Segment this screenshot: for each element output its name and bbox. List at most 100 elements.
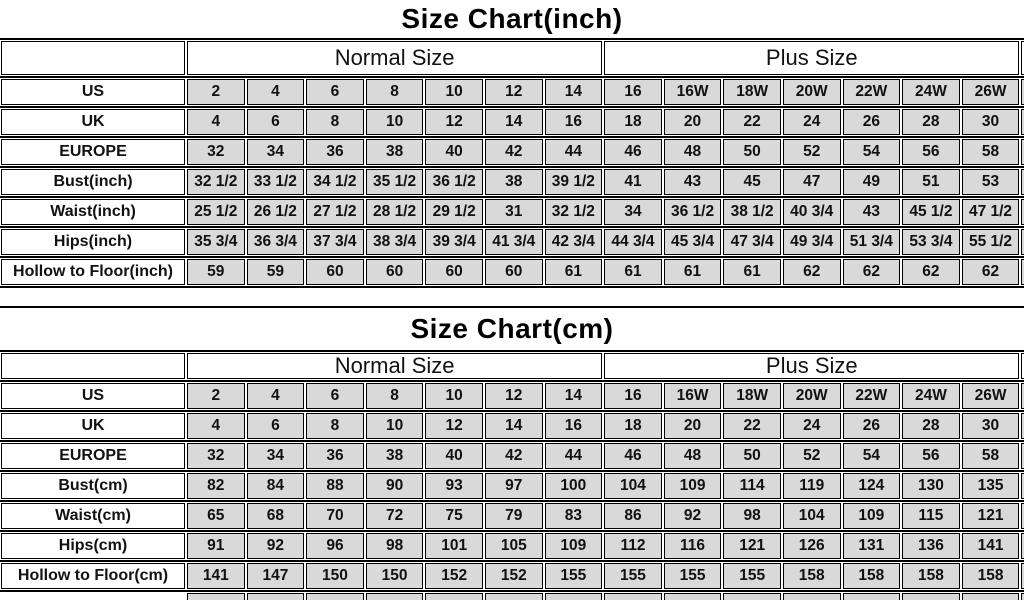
size-cell: 6 xyxy=(246,109,305,135)
size-cell: 22W xyxy=(842,383,901,409)
size-cell: 115 xyxy=(902,503,960,529)
size-cell: 18W xyxy=(723,79,781,105)
size-cell: 28 1/2 xyxy=(365,199,424,225)
table-row: UK 4 6 8 10 12 14 16 18 20 22 24 26 28 30 xyxy=(0,412,1024,442)
table-row: Hollow to Floor(cm) 141 147 150 150 152 152 155… xyxy=(0,562,1024,592)
size-cell: 131 xyxy=(842,533,901,559)
size-cell: 52 xyxy=(782,443,841,469)
size-cell: 38 xyxy=(365,443,424,469)
clipped-cell xyxy=(1021,383,1024,409)
size-cell: 20 xyxy=(663,413,722,439)
clipped-cell xyxy=(1021,563,1024,589)
size-cell: 6 xyxy=(246,413,305,439)
size-cell: 92 xyxy=(663,503,722,529)
size-cell: 49 3/4 xyxy=(782,229,841,255)
size-cell: 150 xyxy=(365,563,424,589)
size-cell: 8 xyxy=(306,413,364,439)
size-cell-empty xyxy=(961,593,1020,600)
size-cell: 42 xyxy=(484,139,543,165)
clipped-header-cell xyxy=(1021,41,1024,75)
size-cell: 14 xyxy=(544,79,603,105)
size-cell: 79 xyxy=(484,503,543,529)
table-row: EUROPE 32 34 36 38 40 42 44 46 48 50 52 54 56 58 xyxy=(0,442,1024,472)
size-cell: 10 xyxy=(365,413,424,439)
size-cell-empty xyxy=(723,593,781,600)
size-cell: 12 xyxy=(425,413,483,439)
size-cell: 97 xyxy=(484,473,543,499)
size-cell: 158 xyxy=(902,563,960,589)
size-cell: 2 xyxy=(187,383,245,409)
size-cell: 40 xyxy=(425,139,483,165)
group-header: Normal Size xyxy=(187,353,603,379)
size-cell: 36 3/4 xyxy=(246,229,305,255)
size-cell: 30 xyxy=(961,413,1020,439)
size-cell: 6 xyxy=(306,383,364,409)
corner-cell xyxy=(1,41,185,75)
corner-cell xyxy=(1,353,185,379)
size-cell-empty xyxy=(246,593,305,600)
size-cell: 130 xyxy=(902,473,960,499)
size-cell: 112 xyxy=(604,533,662,559)
size-cell: 121 xyxy=(961,503,1020,529)
size-cell: 114 xyxy=(723,473,781,499)
size-cell-empty xyxy=(187,593,245,600)
size-cell: 61 xyxy=(663,259,722,285)
table-row: US 2 4 6 8 10 12 14 16 16W 18W 20W 22W 24W 26W xyxy=(0,382,1024,412)
size-cell: 51 xyxy=(902,169,960,195)
size-cell-empty xyxy=(484,593,543,600)
row-header: Hips(inch) xyxy=(1,229,185,255)
size-cell: 22W xyxy=(842,79,901,105)
size-cell: 109 xyxy=(544,533,603,559)
size-cell: 24W xyxy=(902,79,960,105)
size-cell: 116 xyxy=(663,533,722,559)
clipped-cell xyxy=(1021,229,1024,255)
size-cell: 136 xyxy=(902,533,960,559)
size-cell: 36 1/2 xyxy=(425,169,483,195)
size-cell: 26W xyxy=(961,79,1020,105)
size-cell: 16 xyxy=(604,383,662,409)
size-cell: 29 1/2 xyxy=(425,199,483,225)
size-cell: 38 1/2 xyxy=(723,199,781,225)
table-row: EUROPE 32 34 36 38 40 42 44 46 48 50 52 54 56 58 xyxy=(0,138,1024,168)
table-row: Hips(inch) 35 3/4 36 3/4 37 3/4 38 3/4 39 3/4… xyxy=(0,228,1024,258)
size-cell: 109 xyxy=(842,503,901,529)
size-cell: 62 xyxy=(782,259,841,285)
size-cell: 47 1/2 xyxy=(961,199,1020,225)
size-cell: 25 1/2 xyxy=(187,199,245,225)
size-cell: 60 xyxy=(365,259,424,285)
size-cell: 32 1/2 xyxy=(544,199,603,225)
size-cell: 18 xyxy=(604,413,662,439)
size-cell: 12 xyxy=(484,383,543,409)
row-header: Hollow to Floor(inch) xyxy=(1,259,185,285)
table-row: Bust(inch) 32 1/2 33 1/2 34 1/2 35 1/2 36 1/2… xyxy=(0,168,1024,198)
table-row: Waist(inch) 25 1/2 26 1/2 27 1/2 28 1/2 29 1/… xyxy=(0,198,1024,228)
size-cell: 59 xyxy=(187,259,245,285)
size-cell: 8 xyxy=(365,79,424,105)
group-header-row: Normal Size Plus Size xyxy=(0,38,1024,78)
size-cell: 54 xyxy=(842,443,901,469)
size-cell: 34 xyxy=(246,443,305,469)
section-gap xyxy=(0,288,1024,306)
size-cell: 20 xyxy=(663,109,722,135)
size-cell: 44 xyxy=(544,139,603,165)
size-cell: 26W xyxy=(961,383,1020,409)
size-cell: 60 xyxy=(306,259,364,285)
size-cell: 8 xyxy=(306,109,364,135)
size-cell-empty xyxy=(306,593,364,600)
size-cell-empty xyxy=(365,593,424,600)
size-cell-empty xyxy=(425,593,483,600)
table-row: Waist(cm) 65 68 70 72 75 79 83 86 92 98 104 109 115 12… xyxy=(0,502,1024,532)
size-cell: 91 xyxy=(187,533,245,559)
size-cell: 36 1/2 xyxy=(663,199,722,225)
size-cell: 42 xyxy=(484,443,543,469)
group-header-row: Normal Size Plus Size xyxy=(0,350,1024,382)
size-cell: 16 xyxy=(544,413,603,439)
size-cell: 88 xyxy=(306,473,364,499)
size-cell: 70 xyxy=(306,503,364,529)
size-cell: 158 xyxy=(961,563,1020,589)
size-cell: 4 xyxy=(246,383,305,409)
size-cell: 16W xyxy=(663,79,722,105)
size-cell: 38 xyxy=(484,169,543,195)
size-cell: 18W xyxy=(723,383,781,409)
row-header: US xyxy=(1,383,185,409)
